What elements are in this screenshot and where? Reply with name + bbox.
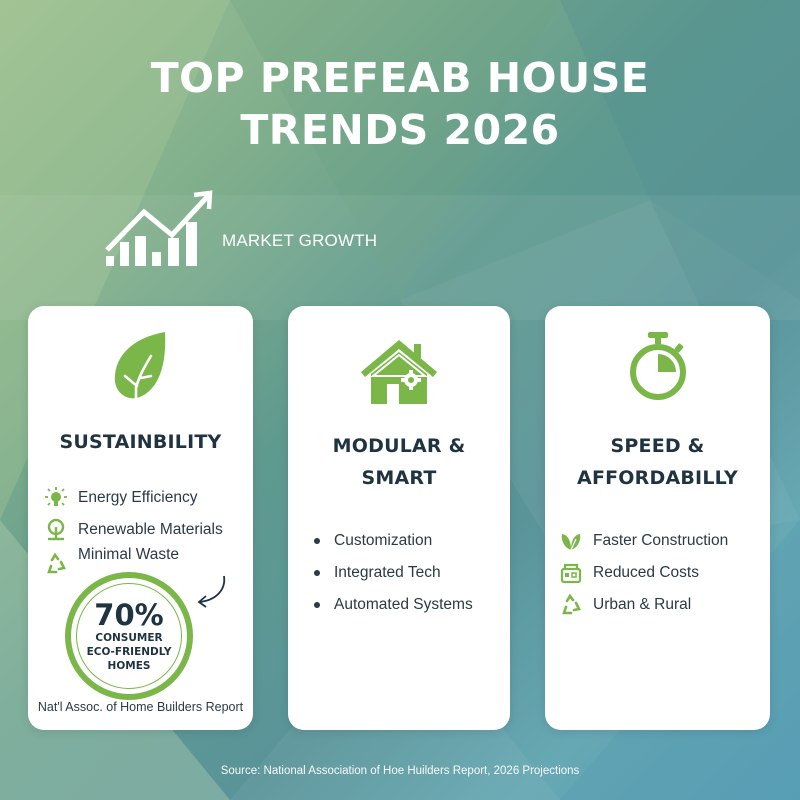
card-sustainability: SUSTAINBILITY Energy Efficiency	[28, 306, 253, 730]
list-item: Energy Efficiency	[44, 482, 253, 514]
page-title: TOP PREFEAB HOUSE TRENDS 2026	[0, 52, 800, 156]
list-item: Minimal Waste	[44, 546, 253, 574]
stat-value: 70%	[94, 598, 164, 632]
curved-arrow-icon	[194, 574, 230, 615]
leaf-icon	[28, 330, 253, 406]
bullet-icon	[314, 602, 320, 608]
speed-list: Faster Construction Reduced Costs	[545, 525, 770, 621]
card-title: SUSTAINBILITY	[59, 431, 222, 453]
list-item: Faster Construction	[559, 525, 770, 557]
market-growth-label: MARKET GROWTH	[222, 231, 378, 250]
list-item: Integrated Tech	[310, 557, 510, 589]
card-footnote: Nat'l Assoc. of Home Builders Report	[37, 700, 244, 714]
modular-list: Customization Integrated Tech Automated …	[288, 525, 510, 621]
card-speed-affordability: SPEED & AFFORDABILLY Faster Construction	[545, 306, 770, 730]
card-title: SPEED & AFFORDABILLY	[577, 435, 738, 489]
tree-icon	[44, 518, 68, 542]
stat-label-line-1: CONSUMER	[95, 632, 163, 644]
stat-label-line-3: HOMES	[107, 660, 151, 672]
list-item: Automated Systems	[310, 589, 510, 621]
title-line-1: TOP PREFEAB HOUSE	[150, 54, 650, 102]
stopwatch-icon	[545, 330, 770, 402]
wallet-icon	[559, 561, 583, 585]
source-footnote: Source: National Association of Hoe Huil…	[220, 765, 580, 777]
bullet-icon	[314, 538, 320, 544]
market-growth-badge: MARKET GROWTH	[104, 190, 378, 273]
recycle-icon	[44, 552, 68, 576]
list-item-label: Renewable Materials	[78, 521, 223, 538]
stat-label-line-2: ECO-FRIENDLY	[86, 646, 172, 658]
list-item: Renewable Materials	[44, 514, 253, 546]
card-modular-smart: MODULAR & SMART Customization Integrated…	[288, 306, 510, 730]
trend-chart-icon	[104, 190, 216, 273]
bullet-icon	[314, 570, 320, 576]
list-item: Customization	[310, 525, 510, 557]
list-item: Reduced Costs	[559, 557, 770, 589]
card-title: MODULAR & SMART	[332, 435, 466, 489]
list-item-label: Energy Efficiency	[78, 489, 198, 506]
title-line-2: TRENDS 2026	[240, 106, 560, 154]
lightbulb-sun-icon	[44, 486, 68, 510]
stat-ring-70-percent: 70% CONSUMER ECO-FRIENDLY HOMES	[65, 572, 193, 700]
sustainability-list: Energy Efficiency Renewable Materials	[28, 482, 253, 574]
list-item-label: Minimal Waste	[78, 546, 180, 563]
leaves-icon	[559, 529, 583, 553]
recycle-icon	[559, 593, 583, 617]
list-item: Urban & Rural	[559, 589, 770, 621]
smart-house-gear-icon	[288, 338, 510, 406]
